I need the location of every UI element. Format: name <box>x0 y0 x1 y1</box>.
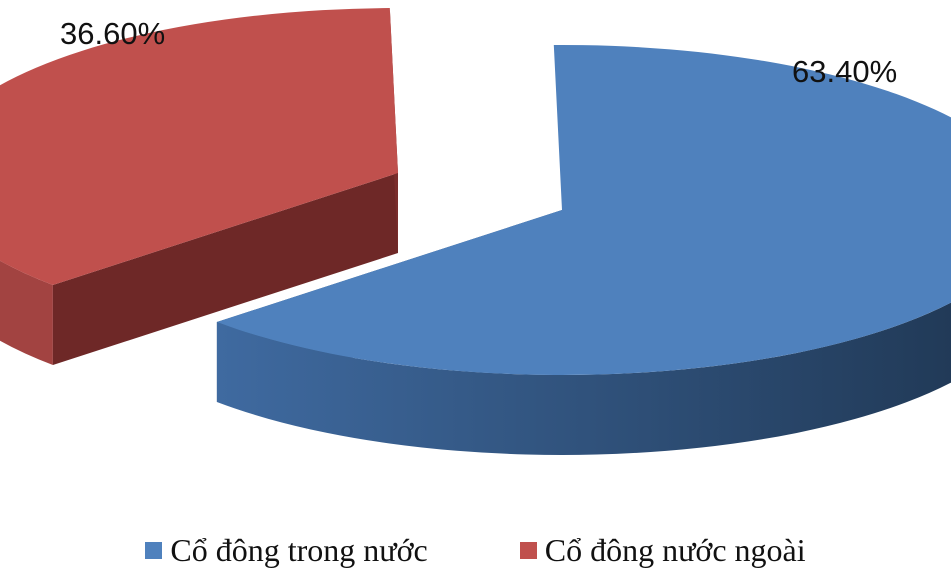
foreign-outer-wall <box>0 260 53 365</box>
data-label-domestic: 63.40% <box>792 54 897 89</box>
legend-label-foreign: Cổ đông nước ngoài <box>544 531 806 568</box>
foreign-cut-face <box>52 173 399 365</box>
legend: Cổ đông trong nước Cổ đông nước ngoài <box>0 527 951 573</box>
data-label-foreign: 36.60% <box>60 16 165 51</box>
legend-swatch-foreign <box>519 541 537 559</box>
pie-data-labels: 36.60% 63.40% <box>60 16 897 89</box>
legend-item-domestic: Cổ đông trong nước <box>145 531 428 569</box>
legend-swatch-domestic <box>145 541 163 559</box>
pie-slices <box>0 8 951 455</box>
pie-slice-foreign <box>0 8 399 365</box>
domestic-outer-wall <box>216 302 951 455</box>
pie-slice-domestic <box>216 44 951 455</box>
legend-item-foreign: Cổ đông nước ngoài <box>519 531 806 569</box>
domestic-top-face <box>216 44 951 375</box>
legend-label-domestic: Cổ đông trong nước <box>170 531 428 568</box>
foreign-top-face <box>0 8 398 285</box>
